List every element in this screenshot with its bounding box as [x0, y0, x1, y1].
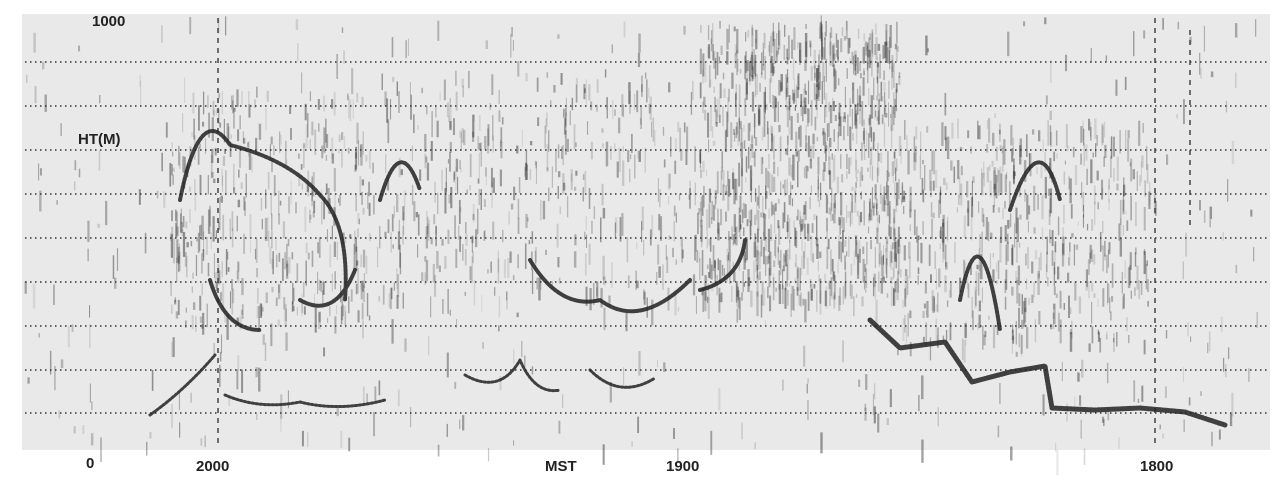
axis-title: HT(M) — [78, 131, 120, 148]
echo-texture — [24, 15, 1259, 476]
time-axis-title: MST — [545, 458, 577, 475]
height-grid — [25, 61, 1268, 414]
height-top-label: 1000 — [92, 13, 125, 30]
time-tick-label: 1800 — [1140, 458, 1173, 475]
time-tick-label: 2000 — [196, 458, 229, 475]
echo-trace — [463, 358, 657, 393]
height-bottom-label: 0 — [86, 455, 94, 472]
record-background — [22, 14, 1270, 450]
echo-trace — [208, 238, 747, 332]
echo-traces — [148, 129, 1228, 428]
time-tick-label: 1900 — [666, 458, 699, 475]
echo-trace — [148, 353, 387, 417]
echo-trace — [867, 317, 1228, 428]
echo-trace — [178, 129, 1062, 332]
